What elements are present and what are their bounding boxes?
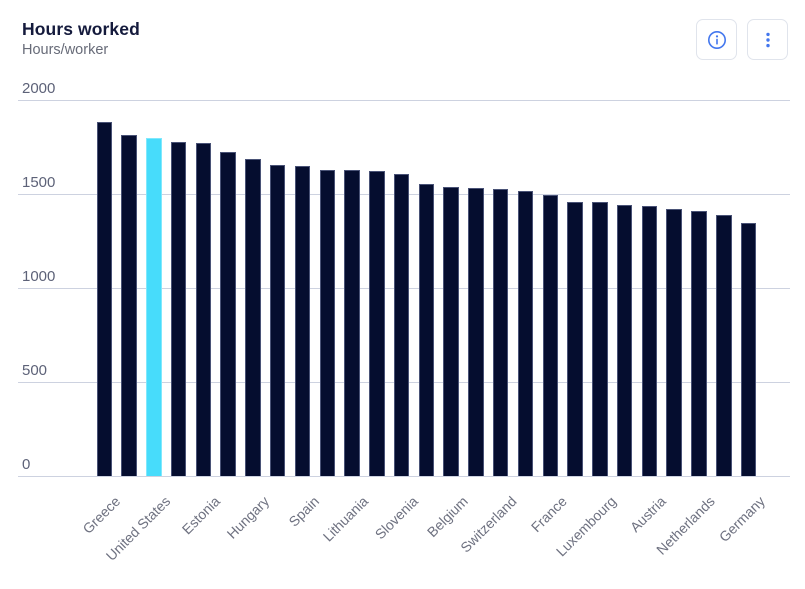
bar[interactable]: [443, 187, 459, 476]
x-axis-label: Spain: [285, 493, 322, 530]
bar[interactable]: [592, 202, 608, 476]
x-axis-label: Germany: [715, 493, 768, 546]
bar[interactable]: [517, 191, 534, 476]
bar[interactable]: [369, 171, 385, 476]
bar[interactable]: [294, 165, 311, 476]
bar[interactable]: [666, 208, 682, 476]
bar-highlighted[interactable]: [146, 137, 162, 476]
y-axis-tick-label: 2000: [22, 80, 56, 97]
y-axis-tick-label: 0: [22, 456, 31, 473]
info-button[interactable]: [696, 19, 737, 60]
x-axis-label: Estonia: [178, 493, 223, 538]
chart-subtitle: Hours/worker: [22, 42, 109, 58]
bar[interactable]: [641, 206, 658, 476]
bar[interactable]: [245, 159, 261, 476]
bar[interactable]: [220, 151, 236, 476]
chart-toolbar: [696, 19, 788, 60]
bar[interactable]: [121, 134, 137, 476]
x-axis-label: Greece: [79, 493, 124, 537]
x-axis-label: Austria: [626, 493, 669, 536]
x-axis-label: Belgium: [423, 493, 471, 541]
bar[interactable]: [393, 173, 410, 476]
gridline: [18, 100, 790, 101]
menu-button[interactable]: [747, 19, 788, 60]
bar[interactable]: [195, 142, 212, 476]
x-axis-label: Hungary: [223, 493, 273, 542]
info-icon: [706, 29, 728, 51]
bar[interactable]: [616, 204, 633, 476]
bar[interactable]: [344, 170, 360, 476]
bar[interactable]: [567, 201, 583, 476]
bar[interactable]: [542, 194, 559, 476]
bar[interactable]: [716, 214, 732, 476]
y-axis-tick-label: 500: [22, 362, 48, 379]
page-title: Hours worked: [22, 19, 140, 39]
x-axis-label: Lithuania: [319, 493, 372, 545]
bar[interactable]: [740, 222, 757, 476]
bar[interactable]: [170, 142, 187, 476]
bar[interactable]: [319, 169, 336, 476]
bar[interactable]: [468, 188, 484, 476]
bar[interactable]: [269, 165, 286, 476]
gridline: [18, 476, 790, 477]
x-axis-label: Slovenia: [371, 493, 421, 543]
x-axis-label: France: [527, 493, 570, 536]
y-axis-tick-label: 1500: [22, 174, 56, 191]
y-axis-tick-label: 1000: [22, 268, 56, 285]
bar[interactable]: [418, 184, 435, 476]
kebab-menu-icon: [757, 29, 779, 51]
bar[interactable]: [492, 188, 509, 476]
bar[interactable]: [691, 211, 707, 476]
bar[interactable]: [96, 121, 112, 476]
